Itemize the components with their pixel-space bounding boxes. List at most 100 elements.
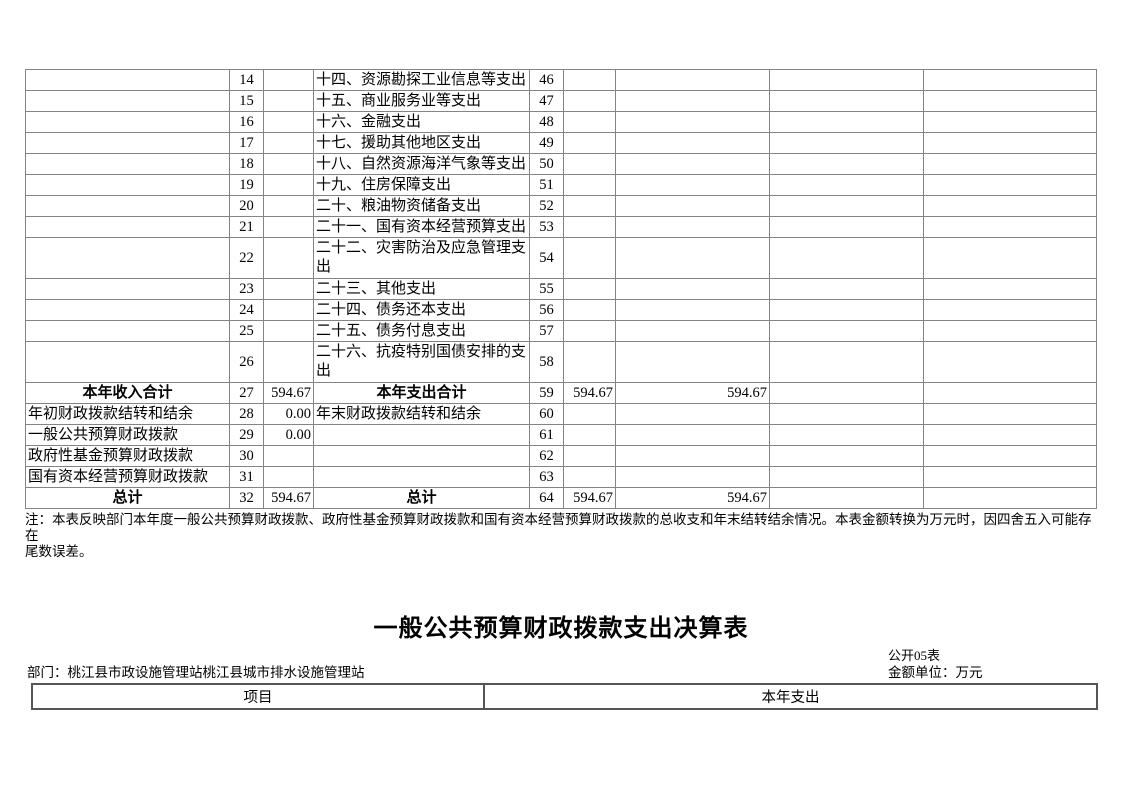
- table-row: 年初财政拨款结转和结余 28 0.00 年末财政拨款结转和结余 60: [25, 403, 1097, 425]
- table-row: 18 十八、自然资源海洋气象等支出 50: [25, 153, 1097, 175]
- expenditure-line-number-cell: 52: [529, 195, 564, 217]
- expenditure-item-cell: 本年支出合计: [313, 382, 530, 404]
- table-row: 本年收入合计 27 594.67 本年支出合计 59 594.67 594.67: [25, 382, 1097, 404]
- expenditure-item-cell: 二十四、债务还本支出: [313, 299, 530, 321]
- income-item-cell: 政府性基金预算财政拨款: [25, 445, 230, 467]
- expenditure-amount-cell: [563, 111, 616, 133]
- expenditure-amount-cell: [563, 424, 616, 446]
- header-row: 项目 本年支出: [31, 683, 1098, 710]
- empty-column-2-cell: [923, 320, 1097, 342]
- expenditure-amount-2-cell: [615, 174, 770, 196]
- empty-column-2-cell: [923, 382, 1097, 404]
- expenditure-line-number-cell: 49: [529, 132, 564, 154]
- expenditure-amount-2-cell: [615, 195, 770, 217]
- expenditure-amount-cell: [563, 195, 616, 217]
- empty-column-2-cell: [923, 69, 1097, 91]
- expenditure-amount-cell: [563, 320, 616, 342]
- expenditure-amount-cell: [563, 237, 616, 279]
- expenditure-item-cell: 十六、金融支出: [313, 111, 530, 133]
- expenditure-amount-2-cell: [615, 320, 770, 342]
- expenditure-line-number-cell: 47: [529, 90, 564, 112]
- expenditure-line-number-cell: 64: [529, 487, 564, 509]
- expenditure-amount-2-cell: [615, 132, 770, 154]
- expenditure-amount-2-cell: [615, 403, 770, 425]
- expenditure-item-cell: [313, 466, 530, 488]
- income-amount-cell: [263, 299, 314, 321]
- table-row: 政府性基金预算财政拨款 30 62: [25, 445, 1097, 467]
- income-amount-cell: [263, 132, 314, 154]
- income-line-number-cell: 19: [229, 174, 264, 196]
- income-item-cell: 一般公共预算财政拨款: [25, 424, 230, 446]
- expenditure-line-number-cell: 53: [529, 216, 564, 238]
- income-line-number-cell: 21: [229, 216, 264, 238]
- income-line-number-cell: 28: [229, 403, 264, 425]
- empty-column-2-cell: [923, 487, 1097, 509]
- empty-column-cell: [769, 445, 924, 467]
- income-line-number-cell: 30: [229, 445, 264, 467]
- expenditure-line-number-cell: 54: [529, 237, 564, 279]
- expenditure-line-number-cell: 48: [529, 111, 564, 133]
- expenditure-amount-2-cell: [615, 237, 770, 279]
- expenditure-amount-2-cell: [615, 69, 770, 91]
- expenditure-item-cell: 十五、商业服务业等支出: [313, 90, 530, 112]
- empty-column-2-cell: [923, 424, 1097, 446]
- empty-column-2-cell: [923, 174, 1097, 196]
- empty-column-2-cell: [923, 90, 1097, 112]
- income-amount-cell: [263, 341, 314, 383]
- income-line-number-cell: 27: [229, 382, 264, 404]
- income-item-cell: 总计: [25, 487, 230, 509]
- expenditure-item-cell: 十九、住房保障支出: [313, 174, 530, 196]
- income-amount-cell: [263, 153, 314, 175]
- income-line-number-cell: 18: [229, 153, 264, 175]
- income-item-cell: [25, 132, 230, 154]
- empty-column-2-cell: [923, 111, 1097, 133]
- income-item-cell: 本年收入合计: [25, 382, 230, 404]
- table-row: 15 十五、商业服务业等支出 47: [25, 90, 1097, 112]
- empty-column-cell: [769, 382, 924, 404]
- empty-column-2-cell: [923, 195, 1097, 217]
- expenditure-amount-cell: [563, 445, 616, 467]
- empty-column-cell: [769, 174, 924, 196]
- table-note: 注：本表反映部门本年度一般公共预算财政拨款、政府性基金预算财政拨款和国有资本经营…: [25, 512, 1092, 559]
- income-item-cell: 国有资本经营预算财政拨款: [25, 466, 230, 488]
- income-item-cell: [25, 153, 230, 175]
- table-code-label: 公开05表: [888, 648, 941, 663]
- table-row: 23 二十三、其他支出 55: [25, 278, 1097, 300]
- table-row: 14 十四、资源勘探工业信息等支出 46: [25, 69, 1097, 91]
- expenditure-item-cell: 二十三、其他支出: [313, 278, 530, 300]
- income-amount-cell: [263, 216, 314, 238]
- current-year-expenditure-header-cell: 本年支出: [483, 683, 1098, 710]
- empty-column-2-cell: [923, 341, 1097, 383]
- expenditure-line-number-cell: 56: [529, 299, 564, 321]
- expenditure-item-cell: 总计: [313, 487, 530, 509]
- income-amount-cell: [263, 237, 314, 279]
- expenditure-amount-2-cell: [615, 424, 770, 446]
- expenditure-item-cell: 二十五、债务付息支出: [313, 320, 530, 342]
- expenditure-amount-cell: [563, 403, 616, 425]
- expenditure-item-cell: 十七、援助其他地区支出: [313, 132, 530, 154]
- unit-label: 金额单位：万元: [888, 665, 983, 680]
- income-line-number-cell: 26: [229, 341, 264, 383]
- expenditure-line-number-cell: 63: [529, 466, 564, 488]
- income-line-number-cell: 22: [229, 237, 264, 279]
- income-amount-cell: [263, 466, 314, 488]
- expenditure-amount-2-cell: [615, 153, 770, 175]
- expenditure-item-cell: 二十、粮油物资储备支出: [313, 195, 530, 217]
- expenditure-amount-cell: [563, 299, 616, 321]
- table-row: 24 二十四、债务还本支出 56: [25, 299, 1097, 321]
- project-header-cell: 项目: [31, 683, 485, 710]
- empty-column-cell: [769, 69, 924, 91]
- income-line-number-cell: 23: [229, 278, 264, 300]
- table-row: 国有资本经营预算财政拨款 31 63: [25, 466, 1097, 488]
- income-item-cell: [25, 299, 230, 321]
- expenditure-amount-2-cell: [615, 278, 770, 300]
- income-item-cell: [25, 195, 230, 217]
- expenditure-line-number-cell: 60: [529, 403, 564, 425]
- income-amount-cell: [263, 174, 314, 196]
- expenditure-item-cell: 十四、资源勘探工业信息等支出: [313, 69, 530, 91]
- expenditure-amount-2-cell: 594.67: [615, 382, 770, 404]
- expenditure-line-number-cell: 62: [529, 445, 564, 467]
- income-item-cell: [25, 69, 230, 91]
- expenditure-line-number-cell: 59: [529, 382, 564, 404]
- income-line-number-cell: 16: [229, 111, 264, 133]
